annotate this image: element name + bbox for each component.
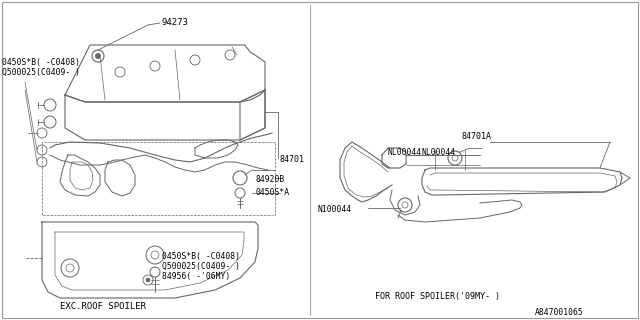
Text: 84701: 84701 (280, 155, 305, 164)
Text: NL00044: NL00044 (422, 148, 456, 157)
Text: 84920B: 84920B (255, 175, 284, 184)
Circle shape (95, 53, 100, 59)
Text: N100044: N100044 (318, 205, 352, 214)
Text: 94273: 94273 (162, 18, 189, 27)
Text: Q500025(C0409- ): Q500025(C0409- ) (2, 68, 80, 77)
Text: 84701A: 84701A (462, 132, 492, 141)
Text: NL00044: NL00044 (388, 148, 422, 157)
Text: 0450S*B( -C0408): 0450S*B( -C0408) (2, 58, 80, 67)
Text: A847001065: A847001065 (535, 308, 584, 317)
Text: 0450S*B( -C0408): 0450S*B( -C0408) (162, 252, 240, 261)
Text: 84956( -'06MY): 84956( -'06MY) (162, 272, 230, 281)
Text: Q500025(C0409- ): Q500025(C0409- ) (162, 262, 240, 271)
Text: EXC.ROOF SPOILER: EXC.ROOF SPOILER (60, 302, 146, 311)
Text: 0450S*A: 0450S*A (255, 188, 289, 197)
Circle shape (146, 278, 150, 282)
Text: FOR ROOF SPOILER('09MY- ): FOR ROOF SPOILER('09MY- ) (375, 292, 500, 301)
